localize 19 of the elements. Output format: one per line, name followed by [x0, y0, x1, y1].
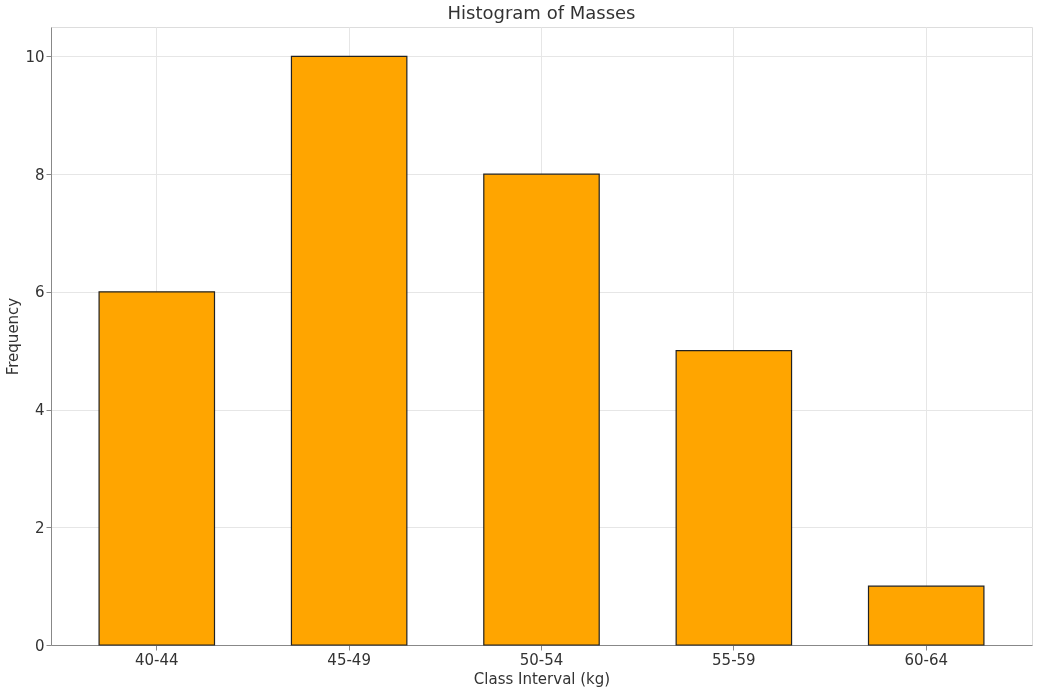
bar — [98, 291, 216, 646]
x-tick-label: 60-64 — [904, 650, 948, 669]
y-axis-title: Frequency — [4, 297, 23, 376]
y-tick-label: 2 — [34, 518, 45, 537]
x-tick-label: 45-49 — [327, 650, 371, 669]
y-tick-label: 0 — [34, 636, 45, 655]
y-tick-label: 10 — [25, 47, 45, 66]
bar — [483, 173, 600, 646]
y-tick-label: 4 — [34, 401, 45, 420]
x-tick-label: 50-54 — [519, 650, 564, 669]
bar — [290, 55, 408, 646]
x-axis-title: Class Interval (kg) — [473, 669, 611, 688]
y-tick-label: 6 — [34, 283, 45, 302]
x-tick-label: 40-44 — [135, 650, 179, 669]
bar — [675, 350, 793, 646]
bar — [867, 585, 985, 646]
y-tick-label: 8 — [34, 165, 45, 184]
x-tick-label: 55-59 — [712, 650, 756, 669]
chart-title: Histogram of Masses — [447, 2, 636, 23]
